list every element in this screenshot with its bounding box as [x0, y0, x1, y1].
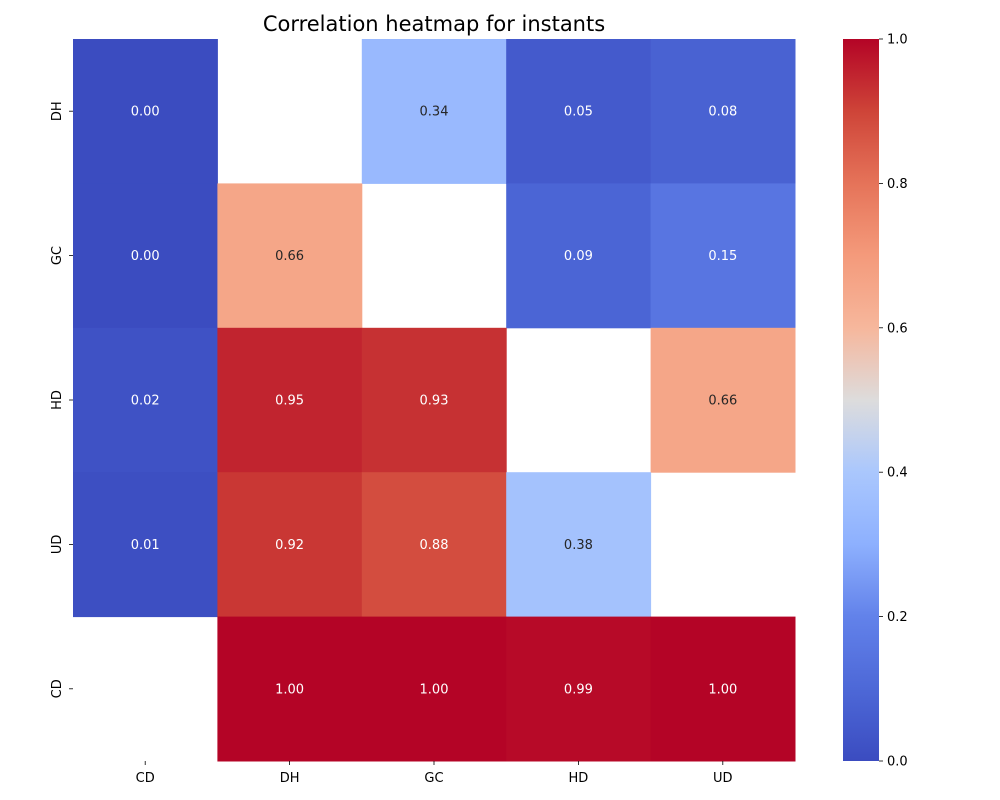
y-tick-label: GC — [50, 246, 65, 265]
heatmap-cell — [217, 472, 363, 618]
heatmap-cell — [506, 472, 652, 618]
heatmap-cell — [506, 39, 652, 184]
x-tick-label: DH — [280, 771, 300, 786]
heatmap-cell-label: 0.66 — [275, 249, 304, 264]
heatmap-cell-label: 0.92 — [275, 538, 304, 553]
y-tick-label: HD — [50, 390, 65, 410]
heatmap-cell-label: 0.08 — [708, 105, 737, 120]
x-tick-label: HD — [569, 771, 589, 786]
heatmap-cell — [506, 183, 652, 329]
colorbar-tick-label: 1.0 — [887, 33, 908, 48]
colorbar-tick-label: 0.0 — [887, 755, 908, 770]
heatmap-cell-label: 0.38 — [564, 538, 593, 553]
heatmap-cell-label: 0.93 — [420, 394, 449, 409]
x-tick-label: GC — [424, 771, 443, 786]
heatmap-cell — [217, 616, 363, 762]
heatmap-cell — [650, 327, 796, 473]
x-tick-label: CD — [136, 771, 155, 786]
colorbar: 0.0 0.2 0.4 0.6 0.8 1.0 — [843, 33, 908, 770]
heatmap-cell — [650, 39, 796, 184]
heatmap-cell-label: 0.34 — [420, 105, 449, 120]
heatmap-cell-label: 0.99 — [564, 682, 593, 697]
colorbar-tick-label: 0.6 — [887, 321, 908, 336]
heatmap-cell — [73, 327, 218, 473]
heatmap-cell — [361, 616, 507, 762]
colorbar-tick-label: 0.4 — [887, 466, 908, 481]
y-tick-label: UD — [50, 535, 65, 555]
heatmap-cell-label: 0.05 — [564, 105, 593, 120]
heatmap-cell — [361, 472, 507, 618]
heatmap-cell — [361, 327, 507, 473]
heatmap-cell-label: 1.00 — [708, 682, 737, 697]
colorbar-tick-label: 0.2 — [887, 610, 908, 625]
heatmap-cell — [73, 183, 218, 329]
heatmap-cell — [73, 39, 218, 184]
heatmap-cell-labels: 0.00 0.34 0.05 0.08 0.00 0.66 0.09 0.15 0.02 0.95… — [131, 105, 738, 698]
colorbar-tick-label: 0.8 — [887, 177, 908, 192]
heatmap-cell — [217, 327, 363, 473]
heatmap-cell-label: 0.00 — [131, 105, 160, 120]
x-axis-ticks: CD DH GC HD UD — [136, 761, 733, 786]
heatmap-cell-label: 0.00 — [131, 249, 160, 264]
y-tick-label: CD — [50, 679, 65, 698]
heatmap-cell-label: 0.02 — [131, 394, 160, 409]
heatmap-cell-label: 0.95 — [275, 394, 304, 409]
heatmap-cell-label: 0.09 — [564, 249, 593, 264]
heatmap-cell-label: 0.88 — [420, 538, 449, 553]
heatmap-cell-label: 0.66 — [708, 394, 737, 409]
heatmap-cell-label: 1.00 — [420, 682, 449, 697]
y-tick-label: DH — [50, 101, 65, 121]
colorbar-gradient — [843, 39, 879, 761]
heatmap-cell — [650, 183, 796, 329]
heatmap-cell-label: 0.15 — [708, 249, 737, 264]
heatmap-cell — [506, 616, 652, 762]
heatmap-cells — [73, 39, 796, 762]
heatmap-cell-label: 0.01 — [131, 538, 160, 553]
heatmap-cell — [650, 616, 796, 762]
y-axis-ticks: DH GC HD UD CD — [50, 101, 73, 698]
heatmap-cell-label: 1.00 — [275, 682, 304, 697]
heatmap-cell — [361, 39, 507, 184]
x-tick-label: UD — [713, 771, 733, 786]
chart-title: Correlation heatmap for instants — [263, 12, 605, 36]
heatmap-cell — [217, 183, 363, 329]
heatmap-cell — [73, 472, 218, 618]
